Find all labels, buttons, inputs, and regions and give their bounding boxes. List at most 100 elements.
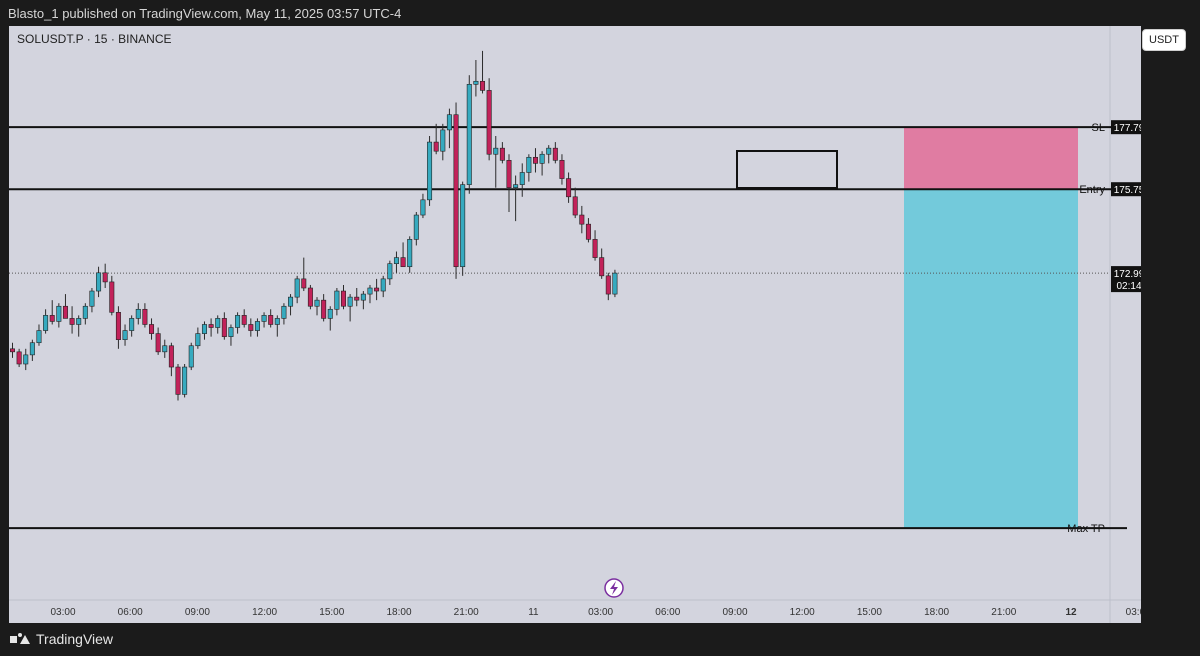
candle[interactable] <box>466 75 472 194</box>
candle[interactable] <box>201 321 207 340</box>
candle[interactable] <box>109 275 115 316</box>
candle[interactable] <box>460 181 466 276</box>
candle[interactable] <box>327 306 333 331</box>
candle[interactable] <box>62 294 68 319</box>
candle[interactable] <box>493 136 499 188</box>
candle[interactable] <box>29 339 35 361</box>
candle[interactable] <box>486 78 492 161</box>
candle[interactable] <box>374 278 380 301</box>
candle[interactable] <box>82 303 88 325</box>
candle[interactable] <box>506 154 512 212</box>
candle[interactable] <box>519 163 525 197</box>
candle[interactable] <box>235 312 241 334</box>
candle[interactable] <box>572 187 578 219</box>
candle[interactable] <box>228 324 234 346</box>
candle[interactable] <box>43 309 49 334</box>
candle[interactable] <box>453 102 459 279</box>
candle[interactable] <box>135 303 141 325</box>
candle[interactable] <box>354 288 360 307</box>
candle[interactable] <box>347 294 353 322</box>
candle[interactable] <box>532 148 538 173</box>
candle[interactable] <box>23 348 29 371</box>
candle[interactable] <box>473 60 479 97</box>
drawn-rectangle[interactable] <box>736 150 838 189</box>
candle[interactable] <box>340 284 346 310</box>
candle[interactable] <box>592 230 598 261</box>
candle[interactable] <box>89 288 95 313</box>
candle[interactable] <box>241 309 247 328</box>
candle[interactable] <box>96 266 102 298</box>
candle[interactable] <box>102 263 108 288</box>
currency-button[interactable]: USDT <box>1142 29 1186 51</box>
candle[interactable] <box>149 318 155 340</box>
candle[interactable] <box>427 136 433 206</box>
candle[interactable] <box>195 327 201 349</box>
position-zones <box>904 127 1078 529</box>
candle[interactable] <box>288 294 294 316</box>
candle[interactable] <box>612 269 618 298</box>
price-chart[interactable]: 180.00179.00178.00177.00176.00175.00174.… <box>9 26 1141 623</box>
candle[interactable] <box>9 342 16 358</box>
candle[interactable] <box>579 205 585 234</box>
candle[interactable] <box>321 294 327 322</box>
candle[interactable] <box>605 272 611 301</box>
candle[interactable] <box>546 145 552 164</box>
candle[interactable] <box>599 248 605 279</box>
candle[interactable] <box>69 306 75 334</box>
candle[interactable] <box>314 297 320 316</box>
candle[interactable] <box>168 342 174 377</box>
candle[interactable] <box>380 275 386 298</box>
candle[interactable] <box>446 108 452 149</box>
candle[interactable] <box>248 318 254 337</box>
candle[interactable] <box>142 303 148 328</box>
candle[interactable] <box>294 275 300 304</box>
candle[interactable] <box>552 142 558 164</box>
candle[interactable] <box>155 327 161 355</box>
candle[interactable] <box>254 318 260 337</box>
candle[interactable] <box>499 142 505 164</box>
candle[interactable] <box>162 339 168 358</box>
candle[interactable] <box>440 123 446 161</box>
candle[interactable] <box>433 123 439 155</box>
candle[interactable] <box>585 218 591 243</box>
candle[interactable] <box>274 315 280 337</box>
candle[interactable] <box>268 309 274 328</box>
flash-icon[interactable] <box>604 578 624 598</box>
candle[interactable] <box>76 315 82 337</box>
candle[interactable] <box>480 50 486 94</box>
candle[interactable] <box>393 251 399 273</box>
candle[interactable] <box>407 236 413 273</box>
take-profit-zone[interactable] <box>904 189 1078 529</box>
candle[interactable] <box>566 172 572 203</box>
candle[interactable] <box>36 324 42 346</box>
symbol-info[interactable]: SOLUSDT.P · 15 · BINANCE <box>17 32 172 46</box>
candle[interactable] <box>559 154 565 185</box>
candle[interactable] <box>188 342 194 371</box>
candle[interactable] <box>387 260 393 285</box>
candle[interactable] <box>307 284 313 310</box>
candle[interactable] <box>221 312 227 340</box>
candle[interactable] <box>413 212 419 246</box>
candle[interactable] <box>400 242 406 268</box>
candle[interactable] <box>175 364 181 401</box>
candle[interactable] <box>129 315 135 337</box>
candle[interactable] <box>208 318 214 337</box>
candle[interactable] <box>122 324 128 346</box>
stop-loss-zone[interactable] <box>904 127 1078 190</box>
candle[interactable] <box>526 154 532 182</box>
candle[interactable] <box>360 291 366 310</box>
candle[interactable] <box>261 312 267 328</box>
candle[interactable] <box>301 257 307 292</box>
candle[interactable] <box>420 193 426 219</box>
candle[interactable] <box>367 284 373 304</box>
candle[interactable] <box>281 303 287 325</box>
candle[interactable] <box>49 300 55 325</box>
candle[interactable] <box>513 175 519 222</box>
candle[interactable] <box>56 303 62 328</box>
candle[interactable] <box>16 348 22 368</box>
candle[interactable] <box>334 288 340 316</box>
candle[interactable] <box>215 315 221 334</box>
candle[interactable] <box>539 151 545 176</box>
candle[interactable] <box>115 306 121 349</box>
candle[interactable] <box>182 364 188 398</box>
